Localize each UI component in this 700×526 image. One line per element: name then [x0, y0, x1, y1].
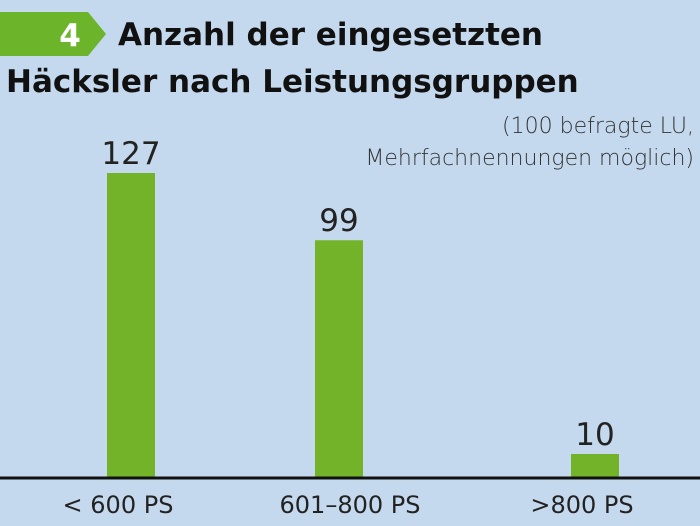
bar-1	[107, 173, 155, 478]
category-label-2: 601–800 PS	[280, 491, 421, 519]
figure-number: 4	[59, 18, 81, 54]
value-label-1: 127	[101, 136, 160, 172]
value-label-2: 99	[319, 203, 358, 239]
category-label-3: >800 PS	[530, 491, 633, 519]
chart-note-line-2: Mehrfachnennungen möglich)	[365, 146, 694, 171]
category-label-1: < 600 PS	[63, 491, 174, 519]
value-label-3: 10	[575, 417, 614, 453]
badge-arrow-shape	[0, 12, 106, 56]
chart-note: (100 befragte LU, Mehrfachnennungen mögl…	[274, 111, 694, 175]
bar-3	[571, 453, 619, 478]
figure-number-badge: 4	[0, 6, 106, 56]
chart-title: Anzahl der eingesetzten Häcksler nach Le…	[6, 17, 579, 100]
chart-note-line-1: (100 befragte LU,	[502, 114, 694, 139]
bar-2	[315, 240, 363, 478]
